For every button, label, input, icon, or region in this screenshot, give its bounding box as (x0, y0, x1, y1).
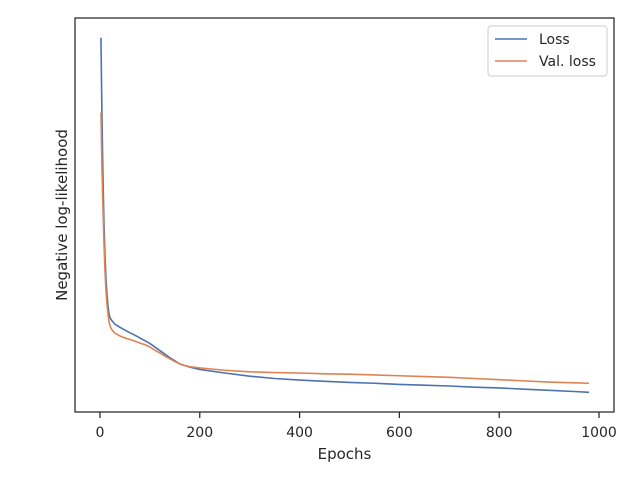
x-tick-label: 200 (186, 425, 213, 441)
x-tick-label: 400 (286, 425, 313, 441)
x-tick-label: 800 (486, 425, 513, 441)
x-tick-label: 1000 (581, 425, 617, 441)
legend-label-val-loss: Val. loss (539, 54, 596, 70)
x-axis-label: Epochs (318, 445, 372, 463)
legend: Loss Val. loss (487, 25, 608, 77)
plot-area (75, 18, 614, 412)
x-axis-ticks: 0 200 400 600 800 1000 (95, 412, 617, 441)
series-line-loss (100, 37, 590, 394)
plot-frame (74, 17, 615, 413)
x-tick-label: 0 (95, 425, 104, 441)
x-tick-label: 600 (386, 425, 413, 441)
series-layer (100, 37, 590, 394)
y-axis-label: Negative log-likelihood (53, 129, 71, 301)
legend-label-loss: Loss (539, 32, 570, 48)
series-line-val-loss (100, 112, 590, 385)
